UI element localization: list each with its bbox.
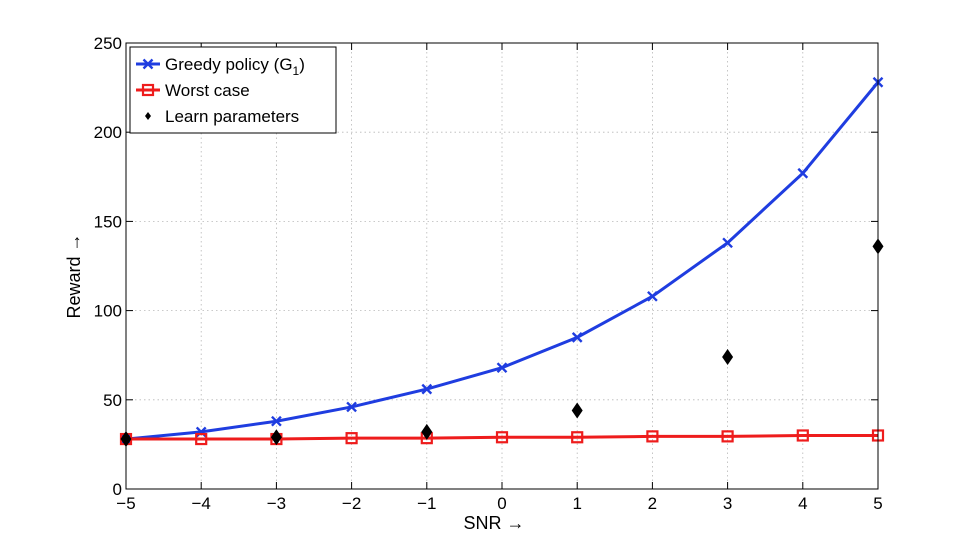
greedy-policy-g1-point [797,167,809,179]
legend-entry: Worst case [136,81,250,100]
legend-box [129,46,337,134]
greedy-policy-g1-point [571,332,583,343]
greedy-policy-g1-point [421,383,433,395]
learn-parameters-point [421,423,433,440]
x-tick-label: −3 [267,494,286,513]
legend-entry: Greedy policy (G1) [136,55,305,78]
learn-parameters-point [270,429,282,446]
y-tick-label: 0 [113,480,122,499]
legend-label: Worst case [165,81,250,100]
greedy-policy-g1-point [346,401,357,413]
x-tick-label: 1 [572,494,581,513]
greedy-policy-g1-point [496,362,508,374]
worst-case-line [126,433,878,441]
y-tick-label: 50 [103,391,122,410]
plot-area [119,76,885,448]
worst-case-point [796,429,809,442]
legend-swatch-marker [145,112,151,120]
series-2 [120,238,884,448]
greedy-policy-g1-point [722,237,733,249]
y-tick-label: 250 [94,34,122,53]
worst-case-point [195,432,208,446]
y-tick-label: 200 [94,123,122,142]
worst-case-point [721,430,734,443]
y-tick-label: 150 [94,212,122,231]
legend-label: Learn parameters [165,107,299,126]
worst-case-point [646,430,659,443]
greedy-policy-g1-point [271,415,282,427]
x-tick-label: −2 [342,494,361,513]
x-tick-label: 2 [648,494,657,513]
y-axis-label: Reward → [64,233,84,318]
x-tick-label: 3 [723,494,732,513]
legend: Greedy policy (G1) Worst case Learn parame… [129,46,337,134]
learn-parameters-point [571,402,583,419]
worst-case-point [345,432,358,445]
x-tick-label: 0 [497,494,506,513]
legend-swatch-marker [141,83,155,97]
legend-label: Greedy policy (G1) [165,55,305,78]
worst-case-point [571,431,584,444]
x-tick-label: −5 [116,494,135,513]
y-tick-label: 100 [94,302,122,321]
x-tick-label: −4 [192,494,211,513]
legend-swatch-marker [142,58,154,70]
legend-entry: Learn parameters [145,107,299,126]
series-1 [119,429,885,446]
greedy-policy-g1-point [647,290,658,302]
x-tick-label: 4 [798,494,807,513]
worst-case-point [495,431,509,444]
x-tick-label: 5 [873,494,882,513]
x-axis-label: SNR → [463,513,524,533]
x-tick-label: −1 [417,494,436,513]
learn-parameters-point [722,348,734,365]
